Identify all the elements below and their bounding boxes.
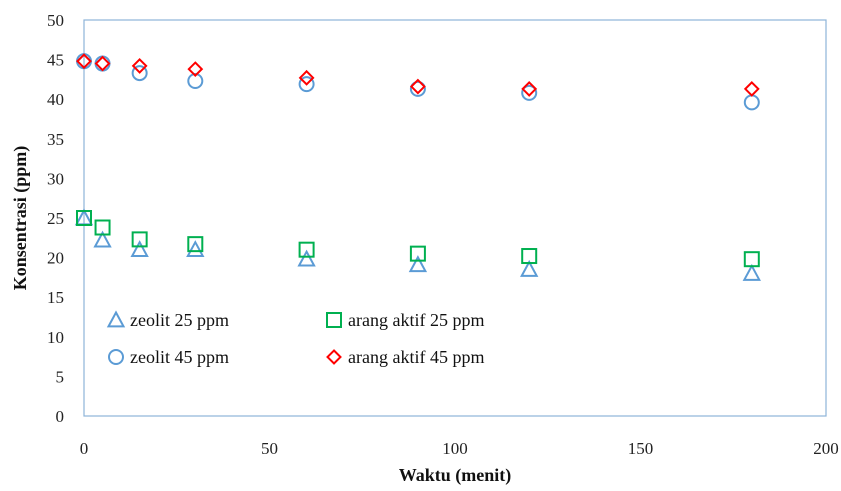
triangle-data-point (520, 259, 539, 277)
x-tick-label: 0 (80, 439, 89, 458)
y-axis-title: Konsentrasi (ppm) (10, 146, 31, 291)
triangle-data-point (297, 249, 316, 267)
plot-area (83, 19, 827, 417)
square-data-point (76, 210, 92, 226)
y-axis-ticks: 0 5 10 15 20 25 30 35 40 45 50 (47, 11, 64, 426)
y-tick-label: 30 (47, 169, 64, 188)
x-tick-label: 200 (813, 439, 839, 458)
y-tick-label: 45 (47, 51, 64, 70)
legend-marker-diamond (326, 349, 342, 365)
square-data-point (298, 241, 315, 258)
x-tick-label: 150 (628, 439, 654, 458)
legend-label: arang aktif 45 ppm (348, 347, 484, 367)
diamond-data-point (94, 55, 111, 72)
legend-marker-circle (108, 349, 124, 365)
square-data-point (743, 251, 760, 268)
triangle-data-point (93, 230, 112, 248)
y-tick-label: 15 (47, 288, 64, 307)
square-data-point (521, 248, 538, 265)
legend: zeolit 25 ppm arang aktif 25 ppm zeolit 45… (106, 310, 484, 367)
x-axis-ticks: 0 50 100 150 200 (80, 439, 839, 458)
diamond-data-point (187, 61, 204, 78)
diamond-data-point (76, 53, 92, 70)
square-data-point (187, 236, 204, 253)
diamond-data-point (298, 69, 315, 86)
y-tick-label: 25 (47, 209, 64, 228)
legend-label: zeolit 25 ppm (130, 310, 229, 330)
circle-data-point (743, 94, 760, 111)
y-tick-label: 40 (47, 90, 64, 109)
y-tick-label: 5 (56, 367, 65, 386)
y-tick-label: 10 (47, 328, 64, 347)
data-points (74, 53, 761, 281)
circle-data-point (94, 55, 111, 72)
diamond-data-point (131, 58, 148, 74)
y-tick-label: 0 (56, 407, 65, 426)
triangle-data-point (186, 240, 205, 258)
legend-marker-triangle (106, 310, 126, 328)
diamond-data-point (521, 80, 538, 97)
circle-data-point (409, 80, 426, 97)
legend-label: arang aktif 25 ppm (348, 310, 484, 330)
legend-marker-square (326, 312, 342, 328)
x-axis-title: Waktu (menit) (399, 465, 512, 486)
x-tick-label: 50 (261, 439, 278, 458)
square-data-point (409, 245, 426, 262)
triangle-data-point (742, 263, 761, 281)
y-tick-label: 20 (47, 249, 64, 268)
legend-label: zeolit 45 ppm (130, 347, 229, 367)
x-tick-label: 100 (442, 439, 468, 458)
square-data-point (94, 219, 111, 236)
y-tick-label: 35 (47, 130, 64, 149)
circle-data-point (187, 72, 204, 89)
triangle-data-point (130, 240, 149, 258)
circle-data-point (521, 84, 538, 101)
triangle-data-point (408, 255, 428, 273)
y-tick-label: 50 (47, 11, 64, 30)
diamond-data-point (409, 78, 426, 95)
square-data-point (131, 231, 148, 248)
circle-data-point (298, 76, 315, 93)
circle-data-point (131, 65, 148, 82)
diamond-data-point (743, 80, 760, 97)
